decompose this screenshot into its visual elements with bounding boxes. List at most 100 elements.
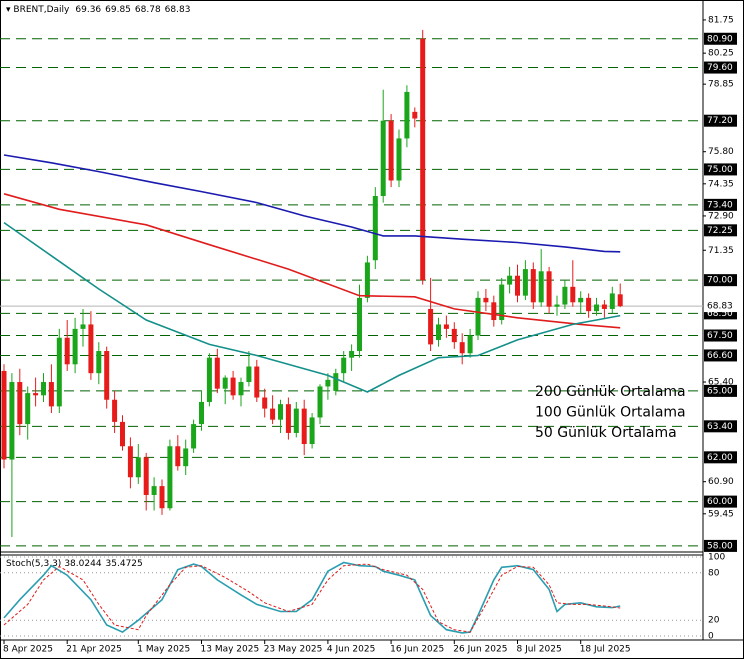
y-tick-label: 0 — [708, 632, 714, 642]
level-label-box — [704, 349, 737, 362]
stoch-line — [3, 563, 621, 633]
candle-body — [451, 328, 457, 343]
candle-body — [522, 269, 528, 296]
x-tick-label: 16 Jun 2025 — [390, 645, 444, 655]
level-label: 77.20 — [707, 116, 733, 126]
current-price-box — [704, 300, 737, 313]
legend-entry: 100 Günlük Ortalama — [535, 405, 686, 421]
legend-entry: 50 Günlük Ortalama — [535, 425, 677, 441]
level-label-box — [704, 274, 737, 287]
candle-body — [206, 357, 212, 402]
candle-body — [293, 408, 299, 433]
y-tick-label: 74.35 — [708, 179, 734, 189]
low: 68.78 — [135, 5, 161, 15]
candle-body — [309, 417, 315, 445]
candle-body — [167, 446, 173, 509]
candle-body — [135, 457, 141, 478]
level-label-box — [704, 539, 737, 552]
candle-body — [404, 91, 410, 139]
y-tick-label: 60.90 — [708, 477, 734, 487]
candle-body — [459, 342, 465, 354]
candle-body — [491, 302, 497, 321]
stoch-line — [3, 561, 621, 634]
candle-body — [436, 324, 441, 340]
candle-body — [96, 351, 102, 374]
collapse-arrow: ▾ — [6, 5, 13, 15]
level-label: 70.00 — [707, 276, 733, 286]
level-label: 63.40 — [707, 422, 733, 432]
candle-body — [554, 304, 560, 307]
candle-body — [112, 399, 118, 422]
y-tick-label: 100 — [708, 552, 725, 562]
candle-body — [601, 304, 607, 309]
level-label-box — [704, 224, 737, 237]
moving-average — [3, 221, 621, 393]
candle-body — [538, 271, 544, 303]
candle-body — [64, 337, 70, 365]
candle-body — [341, 357, 347, 374]
candle-body — [586, 297, 592, 312]
candle-body — [9, 382, 15, 460]
y-tick-label: 65.40 — [708, 378, 734, 388]
candle-body — [483, 297, 489, 303]
level-label-box — [704, 495, 737, 508]
candle-body — [420, 38, 426, 281]
candle-body — [246, 366, 252, 383]
x-tick-label: 26 Jun 2025 — [453, 645, 507, 655]
y-tick-label: 71.35 — [708, 246, 734, 256]
candle-body — [120, 421, 125, 447]
candle-body — [396, 138, 402, 181]
x-tick-label: 18 Jul 2025 — [580, 645, 631, 655]
candle-body — [594, 304, 599, 312]
indicator-title: Stoch(5,3,3) 38.0244 35.4725 — [6, 559, 143, 569]
level-label: 62.00 — [707, 453, 733, 463]
candle-body — [380, 120, 386, 196]
stoch-name: Stoch(5,3,3) — [6, 559, 61, 569]
candle-body — [191, 424, 197, 449]
candle-body — [33, 393, 39, 396]
candle-body — [230, 377, 236, 396]
open: 69.36 — [75, 5, 101, 15]
candle-body — [412, 111, 418, 119]
candle-body — [499, 284, 505, 321]
candle-body — [467, 335, 473, 354]
candle-body — [25, 393, 31, 425]
candle-body — [570, 286, 576, 303]
y-tick-label: 80 — [708, 568, 720, 578]
x-tick-label: 8 Apr 2025 — [3, 645, 53, 655]
level-label-box — [704, 198, 737, 211]
level-label-box — [704, 420, 737, 433]
candle-body — [214, 357, 220, 389]
x-tick-label: 23 May 2025 — [264, 645, 323, 655]
level-label-box — [704, 451, 737, 464]
close: 68.83 — [165, 5, 191, 15]
symbol: BRENT,Daily — [13, 5, 70, 15]
level-label-box — [704, 384, 737, 397]
candle-body — [325, 379, 331, 387]
candle-body — [578, 297, 584, 303]
candle-body — [127, 446, 133, 478]
candle-body — [372, 195, 378, 261]
level-label: 72.25 — [707, 226, 733, 236]
candle-body — [270, 408, 276, 420]
candle-body — [357, 297, 362, 352]
candle-body — [183, 448, 189, 467]
candle-body — [443, 324, 449, 329]
x-tick-label: 4 Jun 2025 — [327, 645, 375, 655]
level-label: 58.00 — [707, 541, 733, 551]
candle-body — [222, 377, 228, 389]
candle-body — [507, 275, 513, 285]
x-tick-label: 21 Apr 2025 — [66, 645, 122, 655]
candle-body — [175, 446, 181, 467]
candle-body — [151, 486, 157, 495]
level-label-box — [704, 114, 737, 127]
level-label: 80.90 — [707, 34, 733, 44]
candle-body — [41, 382, 46, 396]
candle-body — [562, 286, 568, 305]
level-label-box — [704, 163, 737, 176]
chart-title: ▾ BRENT,Daily 69.36 69.85 68.78 68.83 — [6, 5, 190, 15]
level-label: 79.60 — [707, 63, 733, 73]
candle-body — [364, 262, 370, 298]
